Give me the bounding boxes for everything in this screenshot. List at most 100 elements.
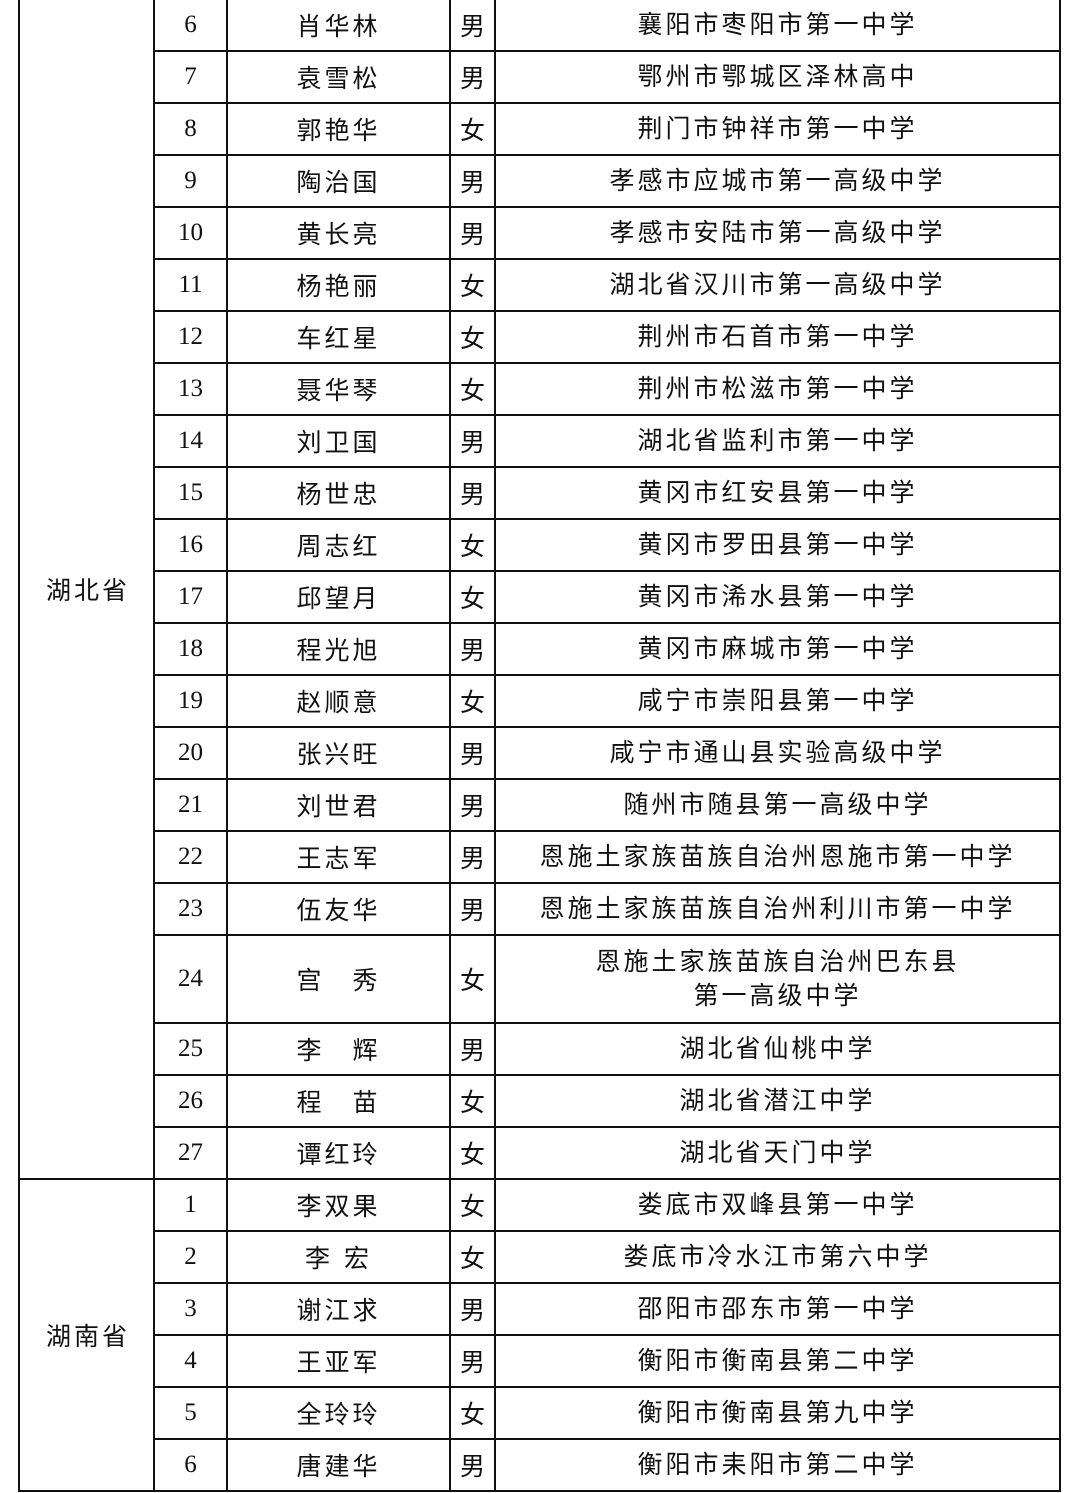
school-cell: 娄底市冷水江市第六中学 <box>494 1230 1061 1284</box>
school-cell: 鄂州市鄂城区泽林高中 <box>494 50 1061 104</box>
gender-cell: 女 <box>449 1074 496 1128</box>
gender-cell: 男 <box>449 466 496 520</box>
name-cell: 车红星 <box>226 310 451 364</box>
name-cell: 张兴旺 <box>226 726 451 780</box>
number-cell: 18 <box>153 622 228 676</box>
gender-cell: 女 <box>449 1386 496 1440</box>
school-cell: 黄冈市麻城市第一中学 <box>494 622 1061 676</box>
name-cell: 谢江求 <box>226 1282 451 1336</box>
name-cell: 李 辉 <box>226 1022 451 1076</box>
name-cell: 陶治国 <box>226 154 451 208</box>
province-cell: 湖北省 <box>18 0 155 1180</box>
number-cell: 6 <box>153 1438 228 1492</box>
name-cell: 郭艳华 <box>226 102 451 156</box>
number-cell: 11 <box>153 258 228 312</box>
school-line: 第一高级中学 <box>693 981 862 1010</box>
table-row: 湖南省 1 李双果女 娄底市双峰县第一中学 <box>18 1178 1061 1492</box>
school-cell: 黄冈市红安县第一中学 <box>494 466 1061 520</box>
number-cell: 1 <box>153 1178 228 1232</box>
table-row: 12 车红星女荆州市石首市第一中学 <box>19 310 1061 364</box>
table-row: 8 郭艳华女荆门市钟祥市第一中学 <box>19 102 1061 156</box>
gender-cell: 男 <box>449 882 496 936</box>
table-row: 18 程光旭男黄冈市麻城市第一中学 <box>19 622 1061 676</box>
school-cell: 荆州市石首市第一中学 <box>494 310 1061 364</box>
name-cell: 杨世忠 <box>226 466 451 520</box>
table-row: 26 程 苗女湖北省潜江中学 <box>19 1074 1061 1128</box>
school-cell: 娄底市双峰县第一中学 <box>494 1178 1061 1232</box>
school-cell: 荆州市松滋市第一中学 <box>494 362 1061 416</box>
school-cell: 荆门市钟祥市第一中学 <box>494 102 1061 156</box>
number-cell: 6 <box>153 0 228 52</box>
gender-cell: 男 <box>449 50 496 104</box>
school-cell: 衡阳市耒阳市第二中学 <box>494 1438 1061 1492</box>
school-line: 恩施土家族苗族自治州巴东县 <box>595 947 960 976</box>
gender-cell: 男 <box>449 154 496 208</box>
school-cell: 邵阳市邵东市第一中学 <box>494 1282 1061 1336</box>
table-row: 6 唐建华男衡阳市耒阳市第二中学 <box>19 1438 1061 1492</box>
gender-cell: 男 <box>449 726 496 780</box>
table-row: 9 陶治国男孝感市应城市第一高级中学 <box>19 154 1061 208</box>
school-cell: 恩施土家族苗族自治州巴东县 第一高级中学 <box>494 934 1061 1024</box>
name-cell: 唐建华 <box>226 1438 451 1492</box>
table-row: 17 邱望月女黄冈市浠水县第一中学 <box>19 570 1061 624</box>
school-cell: 衡阳市衡南县第九中学 <box>494 1386 1061 1440</box>
name-cell: 伍友华 <box>226 882 451 936</box>
table-row: 4 王亚军男衡阳市衡南县第二中学 <box>19 1334 1061 1388</box>
number-cell: 9 <box>153 154 228 208</box>
gender-cell: 男 <box>449 1438 496 1492</box>
school-cell: 孝感市应城市第一高级中学 <box>494 154 1061 208</box>
table-row: 15 杨世忠男黄冈市红安县第一中学 <box>19 466 1061 520</box>
school-cell: 衡阳市衡南县第二中学 <box>494 1334 1061 1388</box>
gender-cell: 男 <box>449 0 496 52</box>
gender-cell: 女 <box>449 258 496 312</box>
table-row: 10 黄长亮男孝感市安陆市第一高级中学 <box>19 206 1061 260</box>
school-cell: 咸宁市崇阳县第一中学 <box>494 674 1061 728</box>
name-cell: 李 宏 <box>226 1230 451 1284</box>
table-row: 5 全玲玲女衡阳市衡南县第九中学 <box>19 1386 1061 1440</box>
number-cell: 5 <box>153 1386 228 1440</box>
number-cell: 14 <box>153 414 228 468</box>
table-row: 湖北省 6 肖华林男襄阳市枣阳市第一中学 <box>18 0 1061 1180</box>
number-cell: 25 <box>153 1022 228 1076</box>
school-cell: 恩施土家族苗族自治州恩施市第一中学 <box>494 830 1061 884</box>
province-cell: 湖南省 <box>18 1178 155 1492</box>
name-cell: 程 苗 <box>226 1074 451 1128</box>
table-row: 27 谭红玲女湖北省天门中学 <box>19 1126 1061 1180</box>
name-cell: 杨艳丽 <box>226 258 451 312</box>
table-row: 22 王志军男恩施土家族苗族自治州恩施市第一中学 <box>19 830 1061 884</box>
table-row: 16 周志红女黄冈市罗田县第一中学 <box>19 518 1061 572</box>
table-row: 14 刘卫国男湖北省监利市第一中学 <box>19 414 1061 468</box>
name-cell: 刘卫国 <box>226 414 451 468</box>
table-row: 19 赵顺意女咸宁市崇阳县第一中学 <box>19 674 1061 728</box>
number-cell: 21 <box>153 778 228 832</box>
gender-cell: 男 <box>449 1282 496 1336</box>
gender-cell: 女 <box>449 362 496 416</box>
number-cell: 15 <box>153 466 228 520</box>
number-cell: 27 <box>153 1126 228 1180</box>
school-cell: 黄冈市浠水县第一中学 <box>494 570 1061 624</box>
number-cell: 4 <box>153 1334 228 1388</box>
number-cell: 20 <box>153 726 228 780</box>
number-cell: 13 <box>153 362 228 416</box>
name-cell: 李双果 <box>226 1178 451 1232</box>
gender-cell: 女 <box>449 570 496 624</box>
number-cell: 2 <box>153 1230 228 1284</box>
school-cell: 黄冈市罗田县第一中学 <box>494 518 1061 572</box>
table-row: 25 李 辉男湖北省仙桃中学 <box>19 1022 1061 1076</box>
name-cell: 全玲玲 <box>226 1386 451 1440</box>
number-cell: 12 <box>153 310 228 364</box>
name-cell: 程光旭 <box>226 622 451 676</box>
school-cell: 襄阳市枣阳市第一中学 <box>494 0 1061 52</box>
name-cell: 肖华林 <box>226 0 451 52</box>
number-cell: 23 <box>153 882 228 936</box>
school-cell: 湖北省天门中学 <box>494 1126 1061 1180</box>
name-cell: 周志红 <box>226 518 451 572</box>
table-row: 21 刘世君男随州市随县第一高级中学 <box>19 778 1061 832</box>
gender-cell: 女 <box>449 310 496 364</box>
name-cell: 王志军 <box>226 830 451 884</box>
school-cell: 湖北省潜江中学 <box>494 1074 1061 1128</box>
gender-cell: 男 <box>449 622 496 676</box>
school-cell: 湖北省仙桃中学 <box>494 1022 1061 1076</box>
school-cell: 孝感市安陆市第一高级中学 <box>494 206 1061 260</box>
